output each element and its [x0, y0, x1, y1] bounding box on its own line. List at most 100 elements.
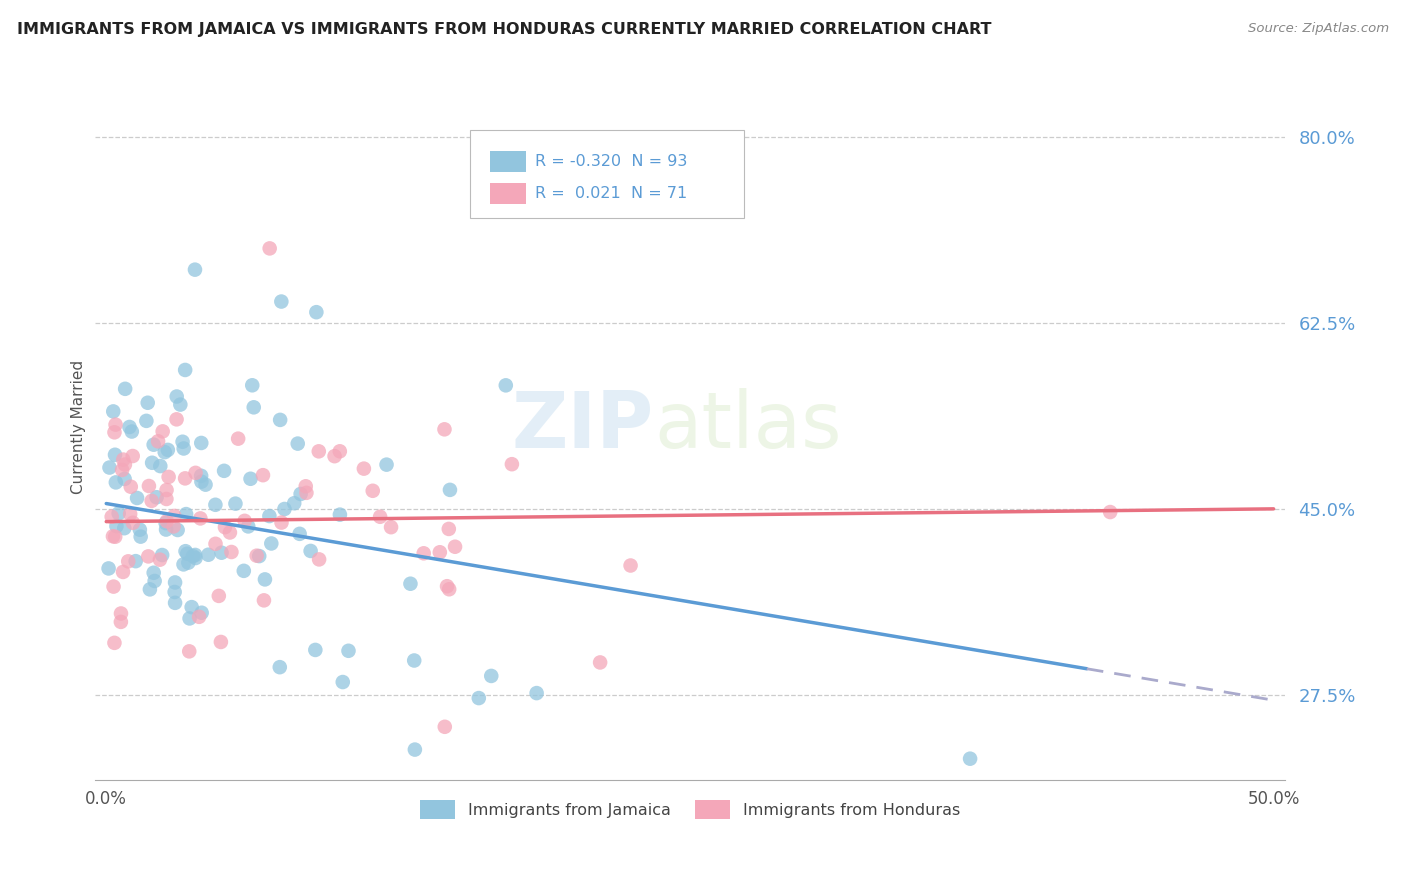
Point	[163, 585, 186, 599]
Point	[304, 643, 326, 657]
Point	[619, 558, 641, 573]
Point	[233, 514, 256, 528]
Point	[495, 378, 517, 392]
Point	[190, 475, 212, 489]
Point	[399, 576, 422, 591]
Point	[142, 566, 165, 580]
Point	[184, 466, 207, 480]
Point	[959, 752, 981, 766]
Point	[239, 472, 262, 486]
Point	[526, 686, 548, 700]
Point	[361, 483, 384, 498]
Point	[247, 549, 270, 563]
Point	[269, 413, 291, 427]
Point	[114, 382, 136, 396]
Point	[190, 468, 212, 483]
Point	[404, 653, 426, 667]
Point	[111, 463, 134, 477]
Point	[166, 523, 188, 537]
Point	[122, 516, 145, 530]
Point	[169, 398, 191, 412]
Point	[141, 456, 163, 470]
Point	[270, 516, 292, 530]
Point	[125, 554, 148, 568]
Point	[176, 547, 198, 561]
Point	[174, 507, 197, 521]
FancyBboxPatch shape	[470, 129, 744, 218]
Point	[288, 526, 311, 541]
Point	[468, 691, 491, 706]
Point	[104, 448, 127, 462]
Bar	[489, 151, 526, 172]
Point	[141, 493, 163, 508]
Point	[121, 425, 143, 439]
Point	[190, 436, 212, 450]
Point	[190, 606, 212, 620]
Point	[337, 644, 360, 658]
Point	[162, 519, 184, 533]
Point	[104, 417, 127, 432]
Point	[112, 565, 135, 579]
Point	[212, 464, 235, 478]
Text: R = -0.320  N = 93: R = -0.320 N = 93	[536, 153, 688, 169]
Point	[232, 564, 254, 578]
Point	[197, 548, 219, 562]
Point	[163, 508, 186, 523]
Point	[139, 582, 162, 597]
Point	[173, 442, 195, 456]
Point	[444, 540, 467, 554]
Point	[105, 519, 128, 533]
Point	[299, 544, 322, 558]
Point	[253, 573, 276, 587]
Point	[104, 475, 127, 490]
Point	[190, 511, 212, 525]
Point	[129, 530, 152, 544]
Point	[155, 483, 177, 497]
Point	[112, 521, 135, 535]
Point	[172, 434, 194, 449]
Point	[179, 611, 201, 625]
Point	[165, 575, 187, 590]
Bar	[489, 183, 526, 203]
Point	[589, 656, 612, 670]
Point	[240, 378, 263, 392]
Point	[156, 514, 179, 528]
Point	[135, 414, 157, 428]
Point	[118, 420, 141, 434]
Point	[295, 485, 318, 500]
Point	[136, 549, 159, 564]
Point	[501, 457, 523, 471]
Point	[224, 497, 246, 511]
Point	[110, 607, 132, 621]
Point	[98, 460, 121, 475]
Point	[173, 558, 195, 572]
Point	[287, 436, 309, 450]
Point	[368, 509, 391, 524]
Point	[188, 609, 211, 624]
Point	[104, 530, 127, 544]
Point	[179, 644, 201, 658]
Point	[1099, 505, 1122, 519]
Point	[128, 523, 150, 537]
Point	[226, 432, 249, 446]
Point	[238, 519, 260, 533]
Point	[136, 396, 159, 410]
Text: R =  0.021  N = 71: R = 0.021 N = 71	[536, 186, 688, 201]
Point	[329, 508, 352, 522]
Point	[156, 442, 179, 457]
Point	[253, 593, 276, 607]
Text: Source: ZipAtlas.com: Source: ZipAtlas.com	[1249, 22, 1389, 36]
Point	[121, 449, 143, 463]
Text: atlas: atlas	[654, 389, 842, 465]
Point	[143, 574, 166, 588]
Legend: Immigrants from Jamaica, Immigrants from Honduras: Immigrants from Jamaica, Immigrants from…	[413, 794, 966, 825]
Point	[165, 596, 187, 610]
Point	[184, 548, 207, 562]
Point	[323, 449, 346, 463]
Point	[155, 491, 177, 506]
Point	[305, 305, 328, 319]
Point	[375, 458, 398, 472]
Point	[184, 551, 207, 566]
Point	[152, 425, 174, 439]
Point	[436, 579, 458, 593]
